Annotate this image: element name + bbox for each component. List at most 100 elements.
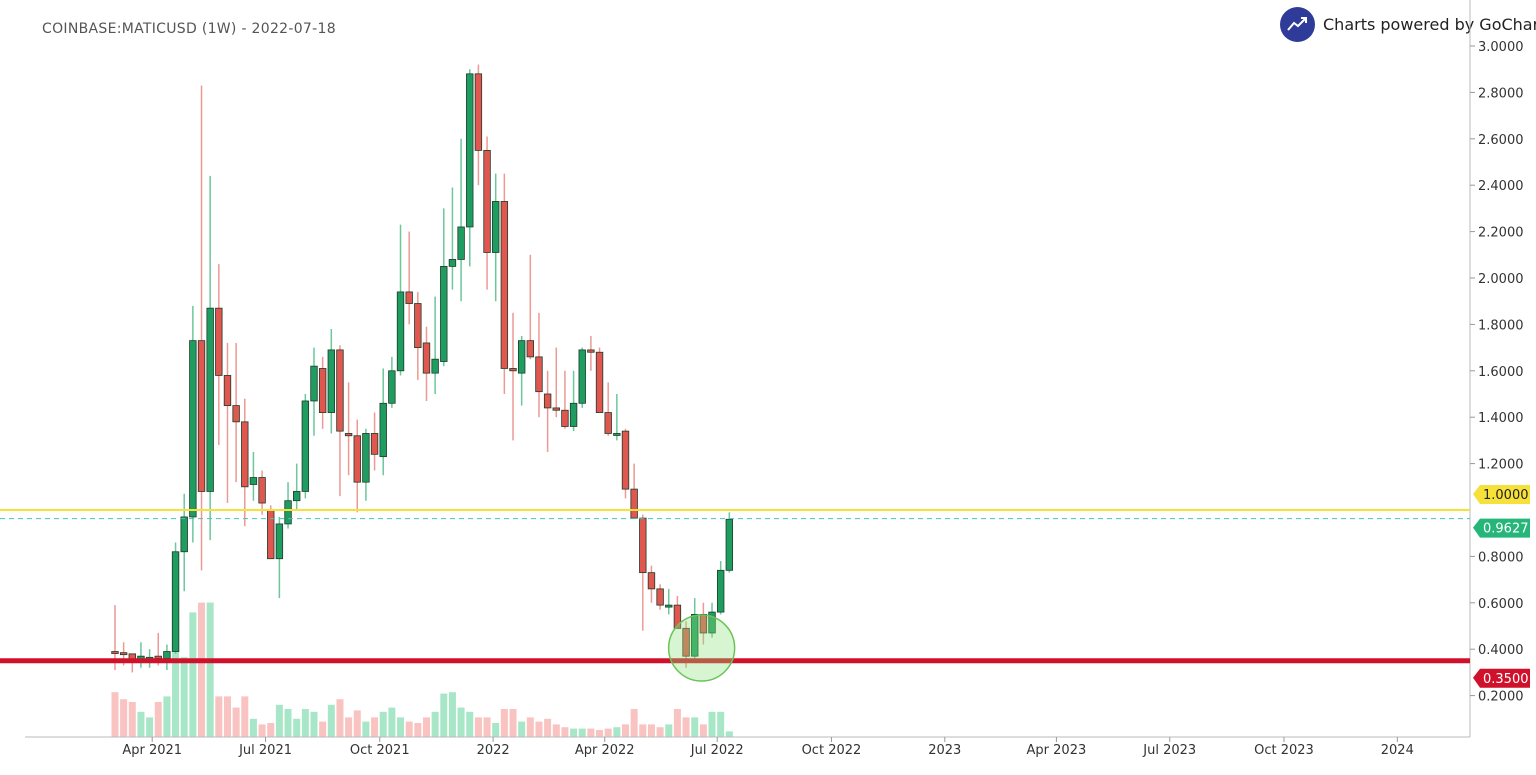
candle[interactable] xyxy=(647,565,656,603)
candle[interactable] xyxy=(656,584,664,610)
candle[interactable] xyxy=(587,336,595,371)
candle[interactable] xyxy=(621,428,630,499)
candle[interactable] xyxy=(362,428,370,501)
candle[interactable] xyxy=(189,305,197,543)
candle-body xyxy=(215,307,223,376)
candle-body xyxy=(180,516,188,553)
candle[interactable] xyxy=(708,602,716,638)
volume-bar xyxy=(163,696,171,737)
candle[interactable] xyxy=(500,173,509,394)
candle[interactable] xyxy=(517,336,526,406)
price-tick-label: 1.2000 xyxy=(1478,458,1524,473)
candle[interactable] xyxy=(206,175,214,541)
candle-body xyxy=(587,349,595,353)
candle[interactable] xyxy=(163,644,171,671)
candle-body xyxy=(725,518,734,571)
candle[interactable] xyxy=(405,231,413,325)
candle[interactable] xyxy=(440,208,448,367)
volume-bar xyxy=(414,723,422,737)
candle[interactable] xyxy=(171,542,180,654)
time-tick-label: 2024 xyxy=(1381,743,1414,758)
volume-bar xyxy=(621,724,629,737)
candle-body xyxy=(569,402,578,427)
candle[interactable] xyxy=(301,394,310,499)
candle-body xyxy=(171,551,180,652)
candle[interactable] xyxy=(249,452,258,501)
candle[interactable] xyxy=(578,347,586,408)
candle[interactable] xyxy=(492,173,500,302)
candle-body xyxy=(154,655,162,659)
candle[interactable] xyxy=(318,356,327,429)
candle[interactable] xyxy=(561,370,569,429)
candle[interactable] xyxy=(595,347,604,413)
volume-bar xyxy=(379,711,387,737)
candle[interactable] xyxy=(543,370,552,452)
volume-bar xyxy=(691,717,699,737)
candle[interactable] xyxy=(258,470,266,515)
candle[interactable] xyxy=(275,516,284,599)
candle[interactable] xyxy=(197,85,206,571)
candle[interactable] xyxy=(370,412,379,471)
candle[interactable] xyxy=(535,312,543,418)
volume-bar xyxy=(509,709,517,737)
price-tick-label: 0.2000 xyxy=(1478,690,1524,705)
candle[interactable] xyxy=(267,505,275,560)
volume-bar xyxy=(319,721,327,737)
candle-body xyxy=(621,430,630,490)
candle[interactable] xyxy=(344,382,353,476)
volume-bar xyxy=(371,717,379,737)
volume-bar xyxy=(422,717,430,737)
volume-bar xyxy=(535,721,543,737)
candle[interactable] xyxy=(483,136,491,290)
candle[interactable] xyxy=(422,326,431,401)
candle[interactable] xyxy=(327,329,335,434)
candle-body xyxy=(267,509,275,560)
candle[interactable] xyxy=(716,561,725,615)
volume-bar xyxy=(397,717,405,737)
candle[interactable] xyxy=(509,312,517,441)
brand-badge[interactable]: Charts powered by GoCharti xyxy=(1280,6,1536,42)
candle[interactable] xyxy=(414,291,422,381)
candle-body xyxy=(249,477,258,485)
candle[interactable] xyxy=(604,382,612,436)
candle[interactable] xyxy=(448,187,457,290)
candle[interactable] xyxy=(569,370,578,432)
candle[interactable] xyxy=(388,356,396,408)
candle[interactable] xyxy=(215,264,223,446)
candle[interactable] xyxy=(241,398,249,527)
candle-body xyxy=(293,491,301,502)
candle[interactable] xyxy=(310,347,318,436)
candle[interactable] xyxy=(336,345,344,497)
time-tick-label: 2023 xyxy=(928,743,961,758)
candle[interactable] xyxy=(293,463,301,510)
candle[interactable] xyxy=(396,224,405,376)
candle[interactable] xyxy=(552,347,560,418)
candle[interactable] xyxy=(232,342,240,483)
candle[interactable] xyxy=(379,368,387,476)
volume-bar xyxy=(500,709,508,737)
candle-body xyxy=(561,409,569,427)
candle[interactable] xyxy=(673,595,682,629)
candle[interactable] xyxy=(725,512,734,573)
candle[interactable] xyxy=(457,138,465,302)
candle[interactable] xyxy=(474,64,483,186)
candle-body xyxy=(716,569,725,613)
candle[interactable] xyxy=(180,493,188,592)
candle[interactable] xyxy=(137,642,145,668)
volume-bar xyxy=(258,724,266,737)
volume-bar xyxy=(457,707,465,737)
candle[interactable] xyxy=(223,342,232,504)
candle[interactable] xyxy=(691,598,699,659)
price-tick-label: 2.8000 xyxy=(1478,86,1524,101)
candle[interactable] xyxy=(613,394,621,441)
candle[interactable] xyxy=(284,482,292,529)
candle[interactable] xyxy=(665,588,673,615)
candle[interactable] xyxy=(526,254,535,360)
candle[interactable] xyxy=(466,69,474,267)
volume-bar xyxy=(656,727,664,737)
candle[interactable] xyxy=(353,419,361,513)
candle[interactable] xyxy=(630,463,638,519)
candle[interactable] xyxy=(431,296,439,394)
candle[interactable] xyxy=(639,514,647,631)
